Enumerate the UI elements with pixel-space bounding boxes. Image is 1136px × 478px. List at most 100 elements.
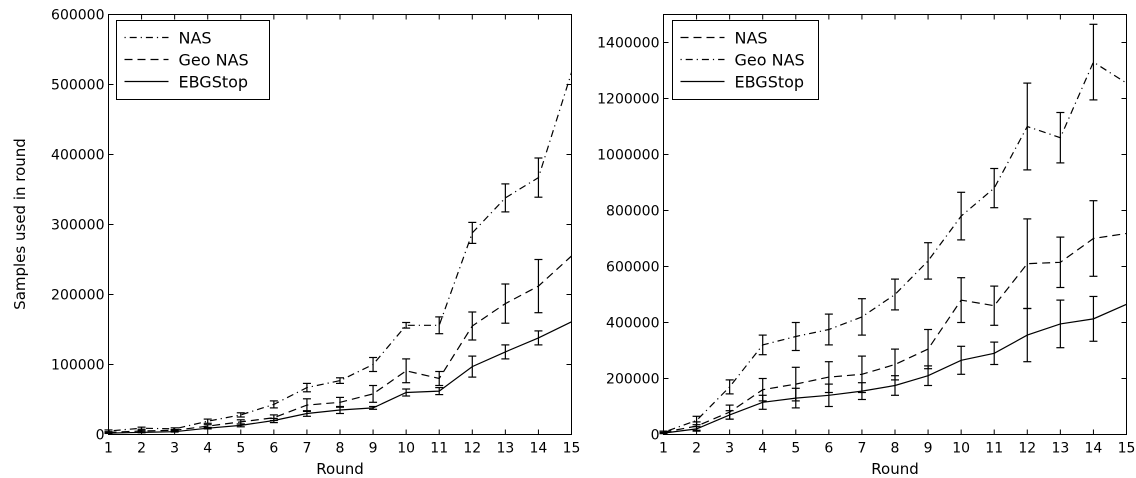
- error-bar: [203, 418, 212, 424]
- y-tick-label: 0: [651, 428, 660, 444]
- error-bar: [435, 316, 444, 335]
- error-bar: [336, 405, 344, 415]
- x-tick-label: 13: [1051, 441, 1069, 457]
- x-tick-label: 12: [1018, 441, 1036, 457]
- left-y-axis-label: Samples used in round: [11, 138, 29, 310]
- x-tick-label: 15: [1118, 441, 1136, 457]
- error-bar: [402, 321, 411, 329]
- y-tick-label: 600000: [606, 260, 659, 276]
- x-tick-label: 4: [758, 441, 767, 457]
- error-bar: [791, 387, 800, 409]
- x-tick-label: 14: [1085, 441, 1103, 457]
- error-bar: [957, 277, 966, 324]
- error-bar: [336, 377, 344, 384]
- error-bar: [791, 321, 800, 352]
- error-bar: [468, 221, 477, 244]
- error-bar: [1089, 295, 1098, 342]
- error-bar: [104, 432, 113, 435]
- x-tick-label: 1: [104, 441, 113, 457]
- error-bar: [857, 298, 866, 336]
- x-tick-label: 8: [336, 441, 345, 457]
- x-tick-label: 4: [203, 441, 212, 457]
- x-tick-label: 9: [924, 441, 933, 457]
- left-chart-panel: Round Samples used in round 1 2 3 4 5 6 7 8 9 10 1…: [11, 8, 580, 478]
- series-line-nas: [663, 232, 1127, 433]
- left-x-axis-label: Round: [316, 460, 363, 478]
- x-tick-label: 2: [137, 441, 146, 457]
- x-tick-label: 3: [725, 441, 734, 457]
- error-bar: [758, 334, 767, 356]
- right-legend: NAS Geo NAS EBGStop: [672, 20, 819, 100]
- error-bar: [302, 398, 311, 412]
- error-bar: [137, 426, 146, 430]
- error-bar: [534, 330, 543, 346]
- x-tick-label: 5: [791, 441, 800, 457]
- x-tick-label: 12: [463, 441, 481, 457]
- error-bar: [1023, 82, 1032, 171]
- x-tick-label: 7: [857, 441, 866, 457]
- error-bar: [203, 426, 212, 430]
- error-bar: [692, 415, 701, 426]
- error-bar: [369, 384, 378, 403]
- y-tick-label: 600000: [51, 8, 104, 24]
- left-ticks-group: 1 2 3 4 5 6 7 8 9 10 11 12 13 14 150100000200000300000…: [51, 8, 580, 457]
- left-legend: NAS Geo NAS EBGStop: [116, 20, 270, 100]
- error-bar: [236, 423, 245, 428]
- right-ticks-group: 1 2 3 4 5 6 7 8 9 10 11 12 13 14 150200000400000600000…: [597, 14, 1136, 457]
- x-tick-label: 5: [236, 441, 245, 457]
- error-bar: [534, 157, 543, 198]
- error-bar: [1023, 307, 1032, 363]
- error-bar: [891, 375, 899, 396]
- x-tick-label: 6: [269, 441, 278, 457]
- error-bar: [924, 242, 933, 280]
- error-bar: [302, 382, 311, 393]
- x-tick-label: 15: [563, 441, 581, 457]
- error-bar: [692, 426, 701, 432]
- y-tick-label: 800000: [606, 204, 659, 220]
- error-bar: [990, 341, 999, 366]
- y-tick-label: 400000: [606, 316, 659, 332]
- legend-label: NAS: [179, 29, 212, 48]
- error-bar: [1056, 299, 1065, 349]
- y-tick-label: 100000: [51, 358, 104, 374]
- x-tick-label: 6: [824, 441, 833, 457]
- y-tick-label: 200000: [51, 288, 104, 304]
- x-tick-label: 11: [430, 441, 448, 457]
- legend-label: NAS: [735, 29, 768, 48]
- right-x-axis-label: Round: [871, 460, 918, 478]
- error-bar: [1089, 200, 1098, 277]
- x-tick-label: 11: [985, 441, 1003, 457]
- error-bar: [659, 431, 668, 435]
- error-bar: [990, 167, 999, 209]
- error-bar: [137, 431, 146, 434]
- x-tick-label: 14: [530, 441, 548, 457]
- x-tick-label: 2: [692, 441, 701, 457]
- legend-label: EBGStop: [179, 73, 249, 92]
- error-bar: [468, 355, 477, 378]
- error-bar: [824, 383, 833, 408]
- error-bar: [924, 365, 933, 387]
- legend-label: EBGStop: [735, 73, 805, 92]
- error-bar: [501, 183, 510, 213]
- x-tick-label: 10: [952, 441, 970, 457]
- x-tick-label: 1: [659, 441, 668, 457]
- y-tick-label: 400000: [51, 148, 104, 164]
- left-series-group: [104, 72, 573, 435]
- y-tick-label: 1400000: [597, 36, 659, 52]
- x-tick-label: 3: [170, 441, 179, 457]
- error-bar: [501, 283, 510, 324]
- y-tick-label: 200000: [606, 372, 659, 388]
- error-bar: [725, 410, 734, 420]
- error-bar: [924, 328, 933, 370]
- x-tick-label: 10: [397, 441, 415, 457]
- error-bar: [990, 285, 999, 326]
- y-tick-label: 500000: [51, 78, 104, 94]
- error-bar: [402, 358, 411, 384]
- error-bar: [957, 191, 966, 241]
- error-bar: [758, 394, 767, 410]
- error-bar: [824, 313, 833, 346]
- y-tick-label: 1200000: [597, 92, 659, 108]
- error-bar: [369, 405, 378, 410]
- y-tick-label: 300000: [51, 218, 104, 234]
